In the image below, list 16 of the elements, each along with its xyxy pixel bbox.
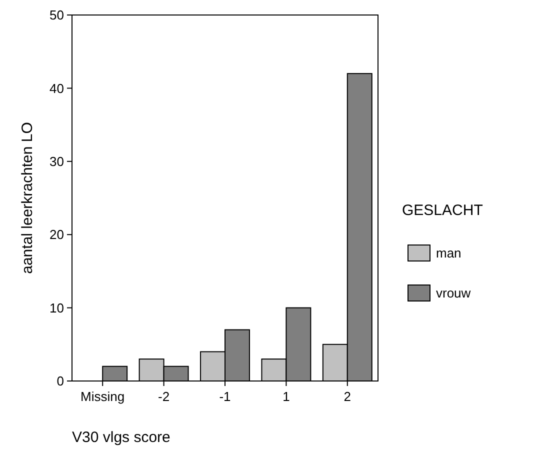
y-tick-label: 30 xyxy=(50,154,64,169)
legend-label: man xyxy=(436,246,462,261)
legend-title: GESLACHT xyxy=(402,202,483,219)
legend-label: vrouw xyxy=(436,286,472,301)
y-tick-label: 20 xyxy=(50,227,64,242)
y-axis-title: aantal leerkrachten LO xyxy=(19,122,36,274)
y-tick-label: 50 xyxy=(50,8,64,23)
y-tick-label: 10 xyxy=(50,300,64,316)
x-tick-label: -2 xyxy=(158,389,170,404)
x-tick-label: 1 xyxy=(282,389,290,404)
y-tick-label: 0 xyxy=(56,374,64,389)
x-axis-title: V30 vlgs score xyxy=(72,429,170,446)
y-tick-label: 40 xyxy=(50,80,64,96)
x-tick-label: Missing xyxy=(80,389,125,404)
x-tick-label: 2 xyxy=(344,389,352,404)
x-tick-label: -1 xyxy=(219,389,231,404)
